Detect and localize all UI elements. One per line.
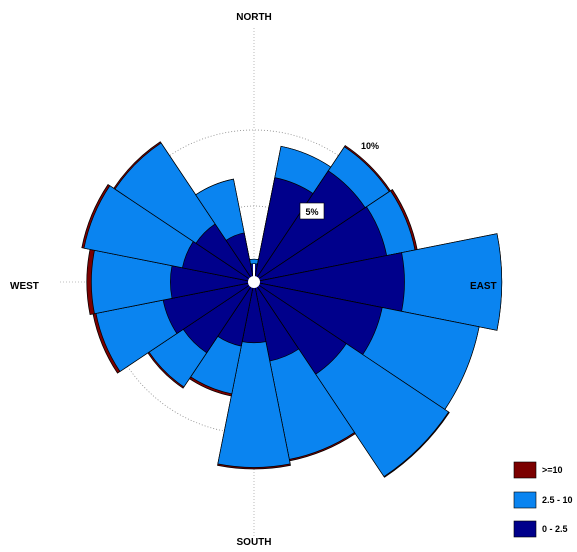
legend-label-0-2-5: 0 - 2.5 bbox=[542, 524, 568, 534]
sector-nnw-series-0 bbox=[225, 232, 255, 283]
south-label: SOUTH bbox=[237, 537, 272, 547]
legend-label-gte10: >=10 bbox=[542, 465, 563, 475]
legend-label-2-5-10: 2.5 - 10 bbox=[542, 495, 573, 505]
sector-s-series-1 bbox=[217, 281, 291, 468]
ring-label-5pct: 5% bbox=[305, 207, 318, 217]
legend-swatch-2-5-10 bbox=[513, 491, 537, 509]
west-label: WEST bbox=[10, 281, 39, 292]
east-label: EAST bbox=[470, 281, 497, 292]
ring-label-box bbox=[299, 202, 325, 220]
legend-swatch-0-2-5 bbox=[513, 520, 537, 538]
ring-label-10pct: 10% bbox=[361, 141, 379, 151]
north-label: NORTH bbox=[236, 12, 272, 23]
legend: >=10 2.5 - 10 0 - 2.5 bbox=[513, 461, 573, 538]
sector-layer bbox=[81, 141, 503, 478]
center-dot bbox=[248, 276, 260, 288]
overlay-layer bbox=[248, 264, 260, 288]
legend-swatch-gte10 bbox=[513, 461, 537, 479]
